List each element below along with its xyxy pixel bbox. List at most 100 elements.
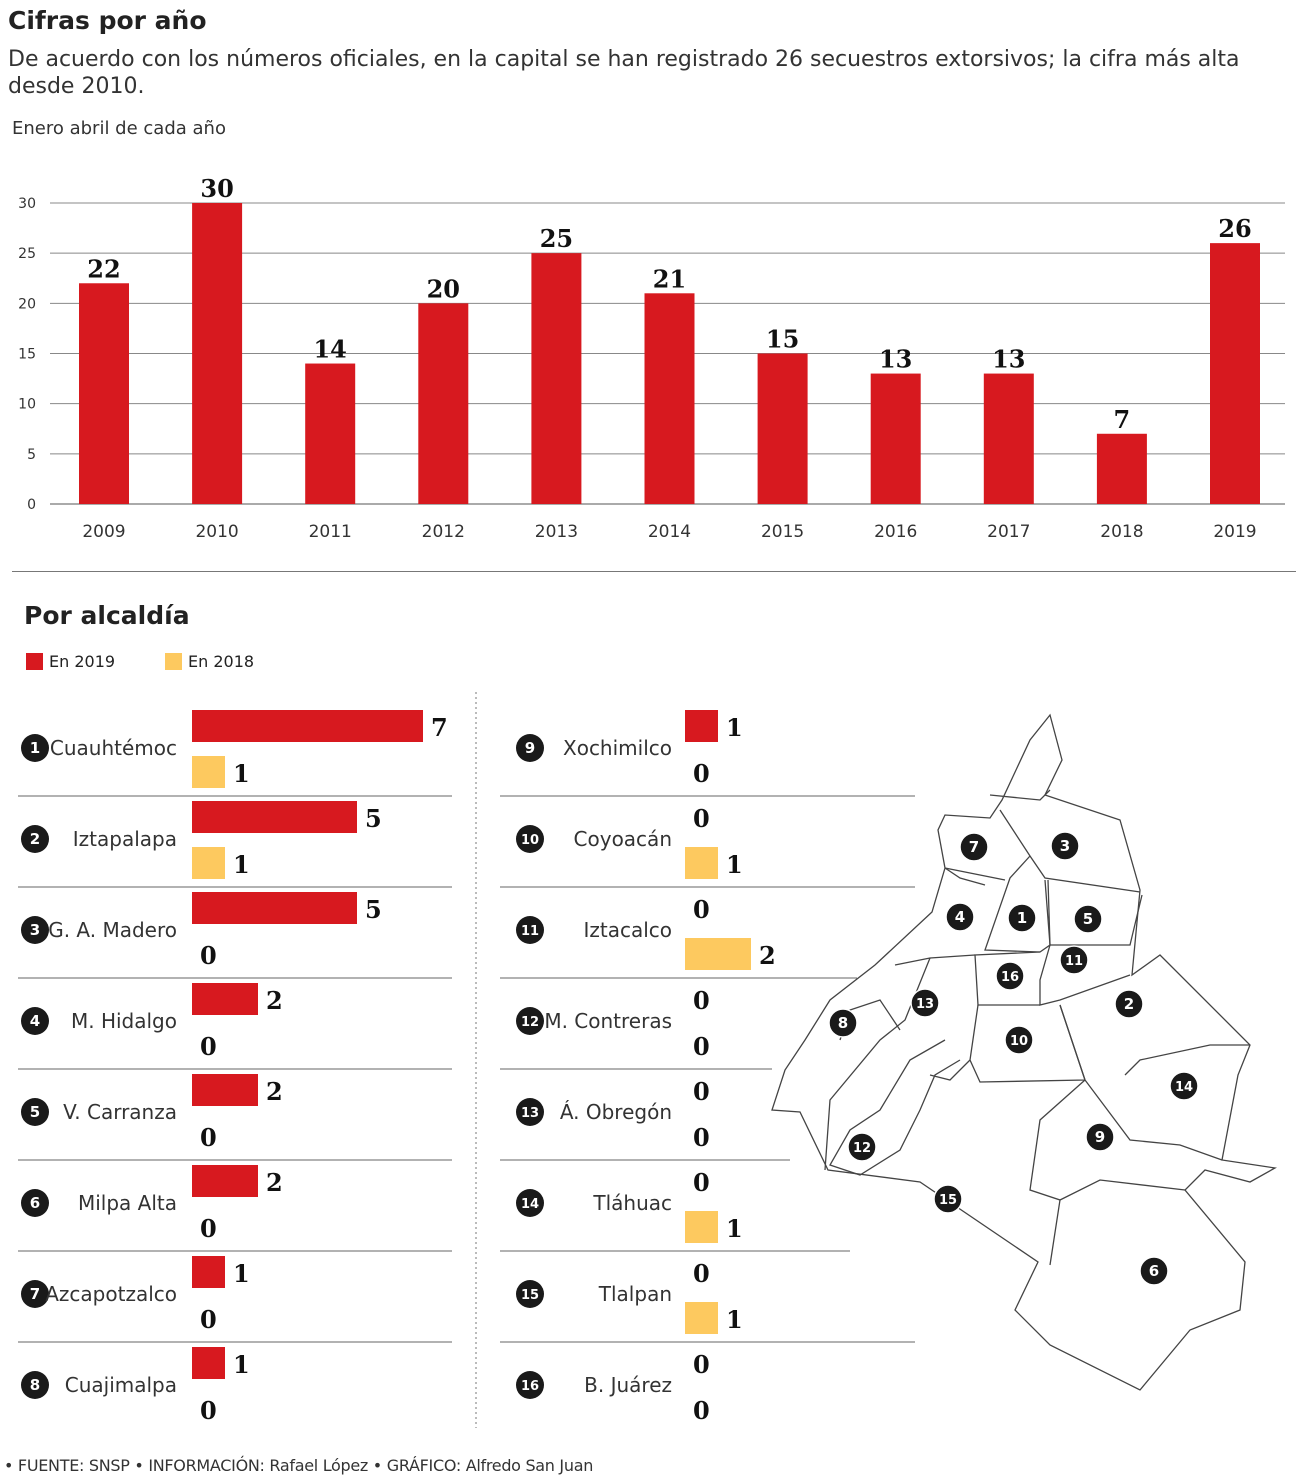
data-label: 0 [200,1123,217,1152]
data-label: 0 [200,1305,217,1334]
data-label: 30 [200,174,233,203]
bar [192,892,357,924]
district-number: 4 [30,1012,40,1030]
district-number-badge [21,734,49,762]
bar [870,373,921,504]
data-label: 21 [653,264,686,293]
data-label: 0 [200,1214,217,1243]
data-label: 0 [200,1032,217,1061]
data-label: 0 [693,895,710,924]
chart-title: Cifras por año [8,6,207,35]
data-label: 1 [233,1259,250,1288]
map-marker [1059,945,1089,975]
map-marker [1139,1256,1169,1286]
district-number: 8 [30,1376,40,1394]
map-marker-number: 8 [838,1014,848,1032]
district-number-badge [516,1007,544,1035]
x-tick-label: 2010 [195,522,238,542]
district-number: 13 [521,1106,539,1121]
district-number-badge [516,916,544,944]
bar [685,710,718,742]
bar [192,710,423,742]
district-number: 5 [30,1103,40,1121]
map-marker [995,961,1025,991]
district-number-badge [516,1371,544,1399]
chart-note: Enero abril de cada año [12,118,226,139]
data-label: 1 [726,850,743,879]
bar [192,203,243,504]
map-marker-number: 5 [1083,910,1093,928]
bar [192,756,225,788]
data-label: 13 [992,345,1025,374]
district-boundary [1059,1179,1186,1201]
district-name: Milpa Alta [78,1191,177,1215]
data-label: 0 [200,1396,217,1425]
legend-swatch-red [26,653,43,670]
bar [685,1302,718,1334]
x-tick-label: 2011 [309,522,352,542]
data-label: 0 [200,941,217,970]
district-number: 12 [521,1015,539,1030]
data-label: 0 [693,1168,710,1197]
map-marker-number: 10 [1010,1034,1028,1049]
district-boundary [1059,1004,1223,1161]
bar [192,1256,225,1288]
district-number-badge [21,1098,49,1126]
map-marker-number: 7 [969,838,979,856]
district-name: Cuauhtémoc [50,736,177,760]
district-number: 15 [521,1288,539,1303]
map-marker [1050,831,1080,861]
map-marker-number: 1 [1017,909,1027,927]
map-marker-number: 12 [853,1141,871,1156]
map-marker-number: 2 [1124,995,1134,1013]
district-number-badge [21,1280,49,1308]
bar [192,1074,258,1106]
district-number-badge [21,1371,49,1399]
x-tick-label: 2013 [535,522,578,542]
x-tick-label: 2017 [987,522,1030,542]
bar [418,303,469,504]
legend-2018: En 2018 [165,652,254,671]
legend-2019: En 2019 [26,652,115,671]
map-marker [847,1132,877,1162]
district-boundary [999,809,1141,893]
district-number: 11 [521,924,539,939]
bar [644,293,695,504]
map-marker-number: 4 [955,908,965,926]
map-marker [828,1008,858,1038]
map-marker-number: 13 [916,997,934,1012]
data-label: 1 [726,1214,743,1243]
data-label: 0 [693,759,710,788]
data-label: 5 [365,895,382,924]
district-name: Á. Obregón [560,1100,672,1124]
map-marker [1073,904,1103,934]
district-number-badge [516,1098,544,1126]
bar [531,253,582,504]
map-marker [945,902,975,932]
district-number: 3 [30,921,40,939]
district-number-badge [21,1007,49,1035]
data-label: 2 [266,986,283,1015]
data-label: 25 [540,224,573,253]
map-marker-number: 14 [1175,1080,1193,1095]
district-boundary [929,1059,971,1081]
district-name: Cuajimalpa [65,1373,177,1397]
bar [983,373,1034,504]
y-tick-label: 0 [27,497,36,513]
x-tick-label: 2018 [1100,522,1143,542]
data-label: 0 [693,986,710,1015]
map-marker [1114,989,1144,1019]
data-label: 2 [266,1168,283,1197]
data-label: 1 [726,1305,743,1334]
legend-swatch-yellow [165,653,182,670]
bar [757,353,808,504]
district-boundary [1047,879,1143,946]
bar [685,1211,718,1243]
y-tick-label: 10 [18,397,36,413]
district-number: 14 [521,1197,539,1212]
district-name: Tlalpan [598,1282,672,1306]
bar [1210,243,1260,504]
x-tick-label: 2016 [874,522,917,542]
district-boundary [989,789,1051,801]
